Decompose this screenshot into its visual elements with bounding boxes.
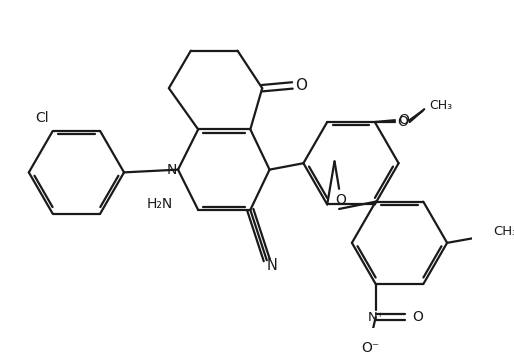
Text: O: O <box>336 193 346 207</box>
Text: CH₃: CH₃ <box>430 99 453 112</box>
Text: N⁺: N⁺ <box>368 311 384 323</box>
Text: O⁻: O⁻ <box>361 341 379 355</box>
Text: O: O <box>412 310 423 324</box>
Text: CH₃: CH₃ <box>493 225 514 238</box>
Text: N: N <box>267 258 278 273</box>
Text: N: N <box>167 163 177 177</box>
Text: O: O <box>296 78 307 93</box>
Text: O: O <box>399 113 410 127</box>
Text: O: O <box>397 115 408 129</box>
Text: H₂N: H₂N <box>146 197 173 212</box>
Text: Cl: Cl <box>35 111 48 125</box>
